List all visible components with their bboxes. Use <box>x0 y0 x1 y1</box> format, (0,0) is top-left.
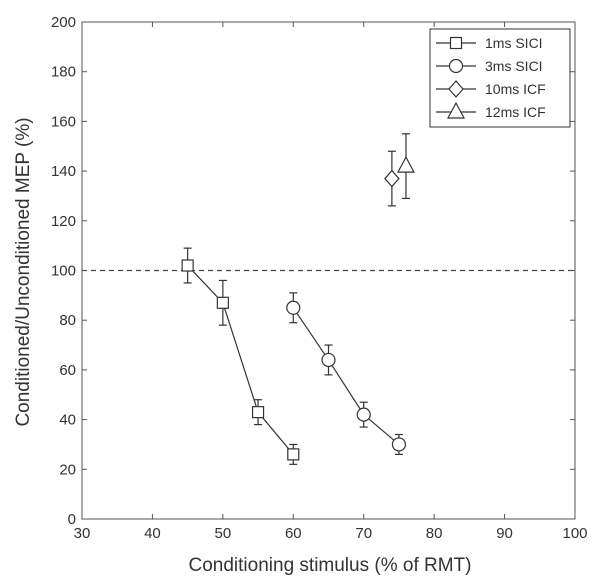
legend-marker-diamond <box>448 80 464 98</box>
y-tick-label: 20 <box>59 461 76 478</box>
data-point-square <box>251 406 265 419</box>
y-tick-label: 40 <box>59 412 76 429</box>
data-point-diamond <box>384 169 400 188</box>
legend-item: 1ms SICI <box>436 35 543 51</box>
x-tick-label: 80 <box>426 525 443 542</box>
y-tick-label: 0 <box>68 511 76 528</box>
data-point-circle <box>356 407 371 422</box>
x-tick-label: 90 <box>496 525 513 542</box>
legend-marker-triangle <box>447 101 465 119</box>
data-point-circle <box>321 352 336 368</box>
legend-marker-square <box>449 36 463 50</box>
legend-item: 3ms SICI <box>436 58 543 74</box>
series-circle <box>286 292 407 455</box>
y-tick-label: 60 <box>59 362 76 379</box>
x-tick-label: 50 <box>215 525 232 542</box>
y-tick-label: 100 <box>51 263 76 280</box>
axis-ticks: 30 40 50 60 70 80 90 100 0 20 40 60 80 100 120 140 160 18… <box>51 14 588 542</box>
y-tick-label: 140 <box>51 163 76 180</box>
data-point-circle <box>391 437 407 452</box>
x-tick-label: 60 <box>285 525 302 542</box>
series-diamond <box>384 150 400 207</box>
data-series <box>181 133 415 465</box>
x-axis-title: Conditioning stimulus (% of RMT) <box>189 555 472 576</box>
legend-item: 12ms ICF <box>436 101 546 120</box>
x-tick-label: 70 <box>355 525 372 542</box>
legend-label: 3ms SICI <box>485 58 543 74</box>
y-tick-label: 160 <box>51 113 76 130</box>
data-point-circle <box>286 300 301 315</box>
y-tick-label: 120 <box>51 213 76 230</box>
series-line <box>187 265 294 455</box>
data-point-square <box>216 296 229 309</box>
series-square <box>181 247 300 465</box>
data-point-square <box>287 448 300 461</box>
legend-marker-circle <box>448 58 464 74</box>
y-tick-label: 180 <box>51 64 76 81</box>
legend-item: 10ms ICF <box>436 80 546 98</box>
series-line <box>292 307 400 445</box>
legend: 1ms SICI 3ms SICI 10ms ICF 12ms ICF <box>429 28 571 128</box>
x-tick-label: 30 <box>74 525 91 542</box>
legend-label: 10ms ICF <box>485 81 546 97</box>
legend-label: 12ms ICF <box>485 104 546 120</box>
legend-label: 1ms SICI <box>485 35 543 51</box>
y-tick-label: 80 <box>59 312 76 329</box>
data-point-square <box>181 259 194 272</box>
y-axis-title: Conditioned/Unconditioned MEP (%) <box>13 117 34 426</box>
y-tick-label: 200 <box>51 14 76 31</box>
x-tick-label: 40 <box>144 525 161 542</box>
x-tick-label: 100 <box>562 525 587 542</box>
series-triangle <box>396 133 415 200</box>
data-point-triangle <box>396 155 415 173</box>
